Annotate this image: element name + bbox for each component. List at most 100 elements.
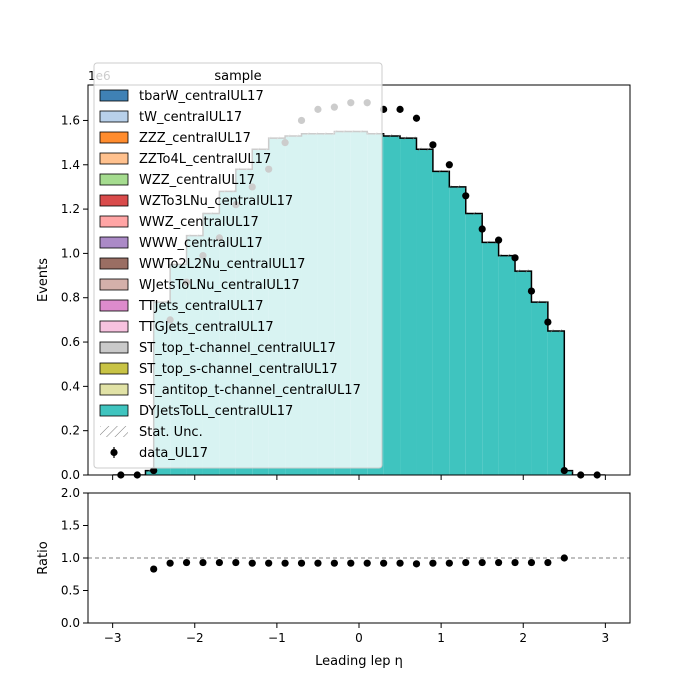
legend-swatch bbox=[99, 236, 129, 249]
legend-label: ST_top_s-channel_centralUL17 bbox=[139, 362, 338, 377]
ratio-point bbox=[232, 558, 240, 567]
data-point bbox=[462, 192, 470, 200]
legend-marker-data bbox=[110, 448, 118, 457]
ratio-point bbox=[429, 559, 437, 567]
x-tick-label: 1 bbox=[437, 631, 445, 645]
ratio-point bbox=[330, 559, 338, 567]
legend-label: tbarW_centralUL17 bbox=[139, 89, 264, 104]
legend-entries: tbarW_centralUL17 tW_centralUL17 ZZZ_centr… bbox=[99, 89, 361, 461]
stat-unc-band bbox=[531, 300, 548, 304]
ratio-point bbox=[297, 559, 306, 567]
y-tick-label: 1.4 bbox=[61, 158, 80, 172]
ratio-panel: 0.0 0.5 1.0 1.5 2.0 −3 −2 −1 0 1 2 3 Ratio Leading… bbox=[36, 486, 631, 669]
x-tick-label: −2 bbox=[186, 631, 204, 645]
histogram-bar bbox=[145, 470, 154, 475]
legend-frame bbox=[93, 62, 383, 469]
legend-label: WJetsToLNu_centralUL17 bbox=[139, 278, 300, 293]
legend-label: WWZ_centralUL17 bbox=[139, 215, 259, 230]
legend: sample tbarW_centralUL17 tW_centralUL17 ZZ… bbox=[93, 62, 383, 469]
ratio-point bbox=[347, 559, 355, 567]
x-tick-label: −1 bbox=[268, 631, 286, 645]
stat-unc-band bbox=[400, 136, 417, 140]
ratio-point bbox=[363, 559, 371, 567]
legend-label: ST_top_t-channel_centralUL17 bbox=[139, 341, 336, 356]
ratio-point bbox=[478, 558, 486, 567]
legend-label: WWTo2L2Nu_centralUL17 bbox=[139, 257, 305, 272]
legend-swatch bbox=[99, 362, 129, 375]
ratio-point bbox=[281, 559, 289, 567]
data-point bbox=[478, 225, 486, 233]
y-tick-label: 1.6 bbox=[61, 113, 80, 127]
legend-swatch bbox=[99, 299, 129, 312]
histogram-bar bbox=[449, 186, 466, 475]
legend-swatch bbox=[99, 215, 129, 228]
legend-swatch bbox=[99, 110, 129, 123]
legend-swatch bbox=[99, 173, 129, 186]
ratio-point bbox=[265, 559, 273, 567]
stat-unc-band bbox=[145, 469, 154, 473]
x-tick-label: −3 bbox=[104, 631, 122, 645]
histogram-bar bbox=[465, 213, 483, 475]
ratio-point bbox=[412, 560, 421, 568]
legend-label: tW_centralUL17 bbox=[139, 110, 242, 125]
data-point bbox=[429, 141, 437, 149]
y-tick-label: 1.2 bbox=[61, 202, 80, 216]
y-tick-label: 0.0 bbox=[61, 468, 80, 482]
stat-unc-band bbox=[547, 329, 565, 333]
ratio-point bbox=[248, 559, 256, 567]
ratio-point bbox=[380, 559, 388, 567]
stat-unc-band bbox=[498, 254, 516, 258]
y-tick-label: 0.2 bbox=[61, 424, 80, 438]
y-tick-label: 1.5 bbox=[61, 519, 80, 533]
legend-swatch bbox=[99, 131, 129, 144]
data-point bbox=[445, 161, 453, 169]
histogram-bar bbox=[498, 255, 516, 475]
stat-unc-band bbox=[564, 469, 573, 473]
x-axis-label: Leading lep η bbox=[315, 654, 403, 669]
stat-unc-band bbox=[449, 185, 466, 189]
ratio-point bbox=[462, 558, 470, 567]
legend-label: DYJetsToLL_centralUL17 bbox=[139, 404, 293, 419]
legend-label-data: data_UL17 bbox=[139, 446, 208, 461]
ratio-point bbox=[215, 558, 223, 567]
ratio-point bbox=[199, 558, 207, 567]
stat-unc-band bbox=[432, 169, 450, 173]
data-point bbox=[527, 287, 536, 295]
ratio-point bbox=[182, 558, 191, 567]
ratio-plot-area bbox=[88, 493, 630, 623]
legend-title: sample bbox=[214, 69, 261, 84]
y-tick-label: 1.0 bbox=[61, 551, 80, 565]
histogram-bar bbox=[432, 171, 450, 475]
histogram-bar bbox=[547, 330, 565, 475]
stat-unc-band bbox=[416, 147, 433, 151]
legend-label: WZZ_centralUL17 bbox=[139, 173, 255, 188]
legend-swatch bbox=[99, 278, 129, 291]
data-point bbox=[511, 254, 519, 262]
stat-unc-band bbox=[482, 240, 499, 244]
histogram-bar bbox=[383, 135, 401, 475]
histogram-bar bbox=[416, 149, 433, 475]
ratio-point bbox=[166, 559, 174, 567]
x-tick-label: 0 bbox=[355, 631, 363, 645]
legend-swatch bbox=[99, 89, 129, 102]
x-tick-label: 3 bbox=[602, 631, 610, 645]
ratio-point bbox=[150, 565, 158, 573]
legend-swatch bbox=[99, 194, 129, 207]
stat-unc-band bbox=[515, 269, 532, 273]
ratio-point bbox=[544, 558, 552, 567]
stat-unc-band bbox=[383, 134, 401, 138]
ratio-x-axis: −3 −2 −1 0 1 2 3 bbox=[104, 623, 609, 645]
legend-swatch bbox=[99, 404, 129, 417]
histogram-bar bbox=[564, 470, 573, 475]
y-tick-label: 0.8 bbox=[61, 291, 80, 305]
ratio-point bbox=[527, 558, 536, 567]
main-y-axis-label: Events bbox=[36, 258, 51, 302]
histogram-bar bbox=[531, 302, 548, 475]
legend-swatch bbox=[99, 152, 129, 165]
ratio-marks bbox=[88, 554, 630, 573]
ratio-point bbox=[314, 559, 322, 567]
legend-swatch-stat-unc bbox=[100, 426, 128, 437]
data-point bbox=[412, 114, 421, 122]
legend-swatch bbox=[99, 257, 129, 270]
